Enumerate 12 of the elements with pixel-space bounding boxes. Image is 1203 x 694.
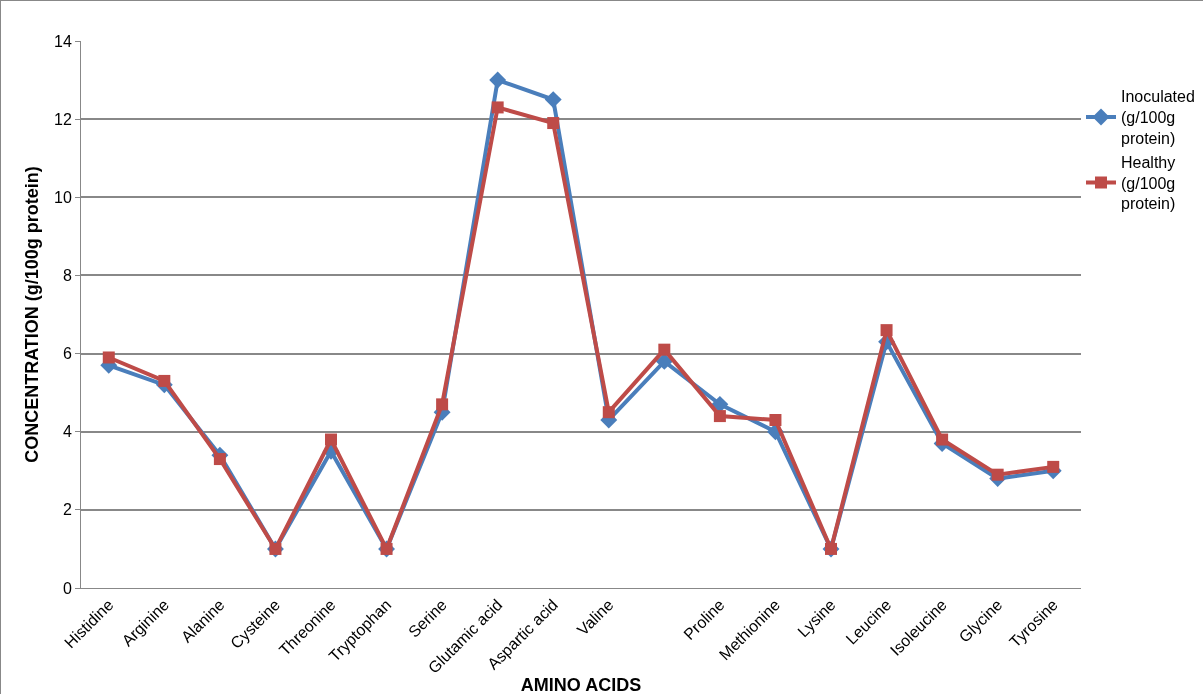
y-axis-title: CONCENTRATION (g/100g protein) — [22, 166, 43, 463]
y-tick-label: 2 — [62, 501, 72, 519]
y-tick-label: 0 — [62, 579, 72, 597]
y-tick-label: 12 — [54, 110, 72, 128]
y-tick-label: 14 — [54, 32, 72, 50]
y-tick-label: 10 — [54, 188, 72, 206]
legend-label: Inoculated (g/100g protein) — [1121, 88, 1195, 148]
y-tick-label: 4 — [62, 423, 72, 441]
x-axis-title: AMINO ACIDS — [520, 674, 642, 694]
legend-label: Healthy (g/100g protein) — [1121, 153, 1176, 213]
y-tick-label: 6 — [62, 345, 72, 363]
y-tick-label: 8 — [62, 267, 72, 285]
